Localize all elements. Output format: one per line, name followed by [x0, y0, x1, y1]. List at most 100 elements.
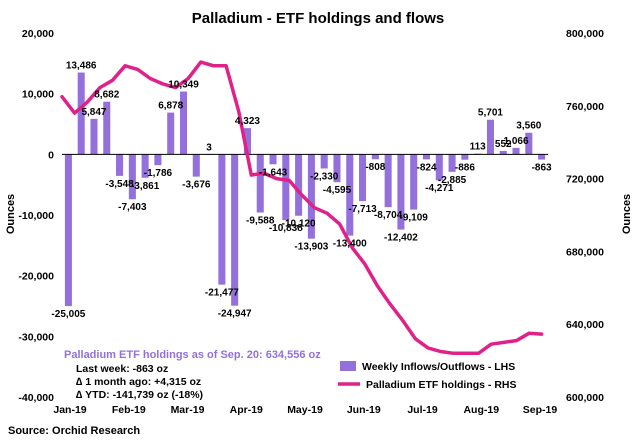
flow-bar	[410, 154, 418, 210]
left-tick-label: -30,000	[18, 331, 54, 343]
flow-bar	[154, 154, 162, 166]
flow-bar	[435, 154, 443, 181]
bar-value-label: -2,330	[310, 171, 339, 182]
info-box-line-month: ∆ 1 month ago: +4,315 oz	[76, 376, 201, 388]
month-tick-label: May-19	[287, 404, 323, 416]
bar-value-label: -13,400	[333, 239, 367, 250]
bar-value-label: -2,885	[438, 175, 467, 186]
bar-value-label: 4,323	[235, 116, 260, 127]
flow-bar	[141, 154, 149, 178]
bar-value-label: -3,676	[182, 180, 211, 191]
flow-bar	[77, 72, 85, 155]
flow-bar	[422, 154, 431, 160]
flow-bar	[499, 150, 507, 155]
flow-bar	[179, 91, 188, 155]
bar-value-label: -824	[416, 162, 436, 173]
bar-value-label: 1,066	[504, 136, 529, 147]
month-tick-label: Jun-19	[347, 404, 381, 416]
flow-bar	[256, 154, 264, 213]
flow-bar	[359, 154, 367, 202]
bar-value-label: -3,548	[105, 179, 134, 190]
bar-value-label: -24,947	[218, 309, 252, 320]
bar-value-label: 113	[470, 142, 487, 153]
flow-bar	[320, 154, 328, 169]
flow-bar	[128, 154, 136, 200]
right-tick-label: 760,000	[566, 101, 604, 113]
bar-value-label: -13,903	[294, 242, 328, 253]
legend-label-flows: Weekly Inflows/Outflows - LHS	[362, 361, 515, 373]
left-tick-label: -10,000	[18, 210, 54, 222]
flow-bar	[243, 128, 251, 155]
flow-bar	[167, 112, 175, 155]
flow-bar	[192, 154, 200, 177]
left-tick-label: 0	[48, 149, 54, 161]
holdings-line	[60, 60, 544, 356]
flow-bar	[397, 154, 405, 230]
flow-bar	[512, 147, 520, 155]
month-tick-label: Feb-19	[112, 404, 146, 416]
bar-value-label: -10,120	[282, 219, 316, 230]
bar-value-label: 3,560	[516, 121, 541, 132]
flow-bar	[371, 154, 379, 160]
right-tick-label: 800,000	[566, 28, 604, 40]
flow-bar	[218, 154, 226, 285]
bar-value-label: -9,588	[246, 216, 275, 227]
flow-bar	[461, 154, 469, 160]
bar-value-label: -7,713	[348, 204, 377, 215]
flow-bar	[307, 154, 315, 239]
month-tick-label: Sep-19	[523, 404, 558, 416]
month-tick-label: Mar-19	[171, 404, 205, 416]
bar-value-label: -1,643	[259, 167, 288, 178]
month-tick-label: Aug-19	[463, 404, 499, 416]
flow-bar	[486, 119, 494, 155]
bar-value-label: 8,682	[94, 90, 119, 101]
flow-bar	[448, 154, 456, 172]
flow-bar	[103, 101, 111, 155]
bar-value-label: -9,109	[400, 213, 429, 224]
left-axis-ticks: 20,000 10,000 0 -10,000 -20,000 -30,000 -40,00…	[18, 28, 54, 404]
info-box-line-last-week: Last week: -863 oz	[76, 363, 168, 375]
bar-value-label: 5,847	[81, 107, 106, 118]
bar-value-label: 3	[206, 142, 212, 153]
left-tick-label: -20,000	[18, 271, 54, 283]
right-tick-label: 600,000	[566, 392, 604, 404]
bar-value-label: 6,878	[158, 101, 183, 112]
legend: Weekly Inflows/Outflows - LHS Palladium …	[338, 361, 517, 391]
info-box-line-ytd: ∆ YTD: -141,739 oz (-18%)	[76, 389, 203, 401]
weekly-flow-bars	[64, 72, 546, 307]
left-tick-label: 10,000	[22, 89, 54, 101]
bar-value-label: -21,477	[205, 288, 239, 299]
flow-bar	[295, 154, 303, 216]
bar-value-label: 13,486	[66, 61, 97, 72]
right-tick-label: 680,000	[566, 246, 604, 258]
month-tick-label: Apr-19	[230, 404, 263, 416]
x-axis-month-ticks: Jan-19 Feb-19 Mar-19 Apr-19 May-19 Jun-19 Jul-…	[53, 404, 557, 416]
bar-value-label: -7,403	[118, 202, 147, 213]
right-axis-title: Ounces	[621, 194, 633, 234]
flow-bar	[64, 154, 72, 307]
left-axis-title: Ounces	[5, 194, 17, 234]
bar-value-label: -3,861	[131, 181, 160, 192]
bar-data-labels: -25,005 13,486 5,847 8,682 -3,548 -7,403 -3,86…	[51, 61, 552, 321]
flow-bar	[538, 154, 546, 160]
bar-value-label: -863	[532, 163, 552, 174]
info-box: Palladium ETF holdings as of Sep. 20: 63…	[64, 349, 321, 401]
left-tick-label: -40,000	[18, 392, 54, 404]
bar-value-label: 5,701	[478, 108, 503, 119]
bar-value-label: -4,271	[425, 183, 454, 194]
source-note: Source: Orchid Research	[8, 425, 140, 437]
flow-bar	[525, 132, 533, 155]
right-tick-label: 640,000	[566, 319, 604, 331]
bar-value-label: -12,402	[384, 233, 418, 244]
month-tick-label: Jul-19	[407, 404, 438, 416]
flow-bar	[384, 154, 392, 208]
bar-value-label: -8,704	[374, 210, 403, 221]
bar-value-label: 10,349	[168, 80, 199, 91]
chart-title: Palladium - ETF holdings and flows	[192, 10, 445, 27]
legend-bar-swatch	[340, 361, 356, 371]
right-tick-label: 720,000	[566, 174, 604, 186]
bar-value-label: -808	[365, 162, 385, 173]
info-box-heading: Palladium ETF holdings as of Sep. 20: 63…	[64, 349, 321, 361]
bar-value-label: -1,786	[144, 168, 173, 179]
